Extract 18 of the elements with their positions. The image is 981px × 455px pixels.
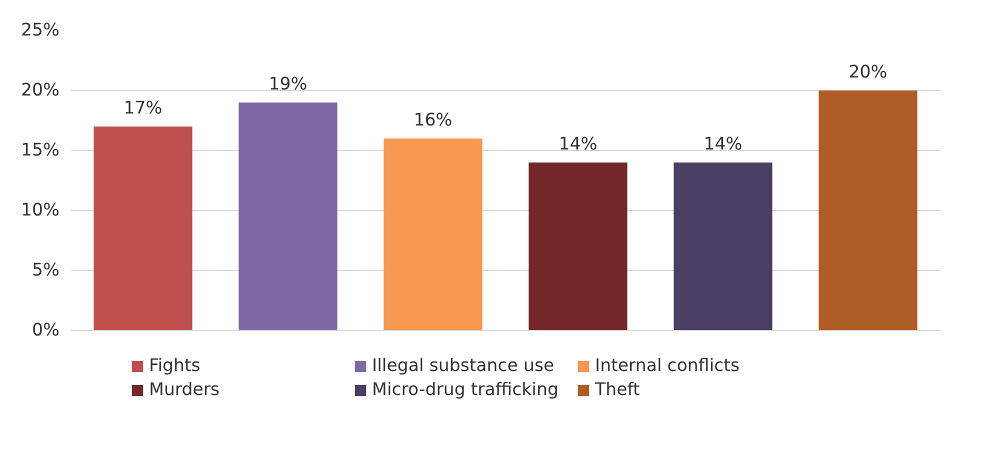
legend-label: Internal conflicts [595, 356, 740, 376]
y-tick-label: 5% [32, 260, 60, 280]
data-label: 19% [268, 74, 308, 94]
y-tick-label: 0% [32, 320, 60, 340]
y-tick-label: 20% [20, 80, 60, 100]
y-tick-label: 25% [20, 20, 60, 40]
data-label: 20% [848, 62, 888, 82]
data-label: 16% [414, 110, 452, 130]
legend-label: Illegal substance use [372, 356, 556, 376]
legend-label: Fights [149, 356, 202, 376]
legend-label: Micro-drug trafficking [372, 380, 560, 400]
legend-label: Theft [595, 380, 641, 400]
legend-label: Murders [149, 380, 221, 400]
y-tick-label: 10% [20, 200, 60, 220]
data-label: 14% [558, 134, 598, 154]
data-label: 17% [124, 98, 162, 118]
y-tick-label: 15% [20, 140, 60, 160]
data-label: 14% [704, 134, 742, 154]
